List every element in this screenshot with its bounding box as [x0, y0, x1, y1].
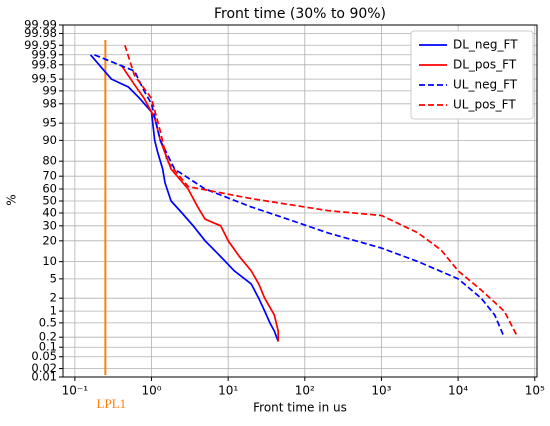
y-tick-label: 5: [50, 271, 57, 285]
series-line: [94, 54, 505, 338]
y-tick-label: 99.98: [24, 26, 57, 40]
y-tick-label: 70: [42, 169, 57, 183]
legend-label: UL_neg_FT: [453, 78, 518, 92]
y-tick-label: 10: [42, 254, 57, 268]
y-tick-label: 40: [42, 205, 57, 219]
y-tick-label: 30: [42, 218, 57, 232]
legend-label: DL_pos_FT: [453, 58, 517, 72]
series-line: [120, 64, 280, 342]
y-tick-label: 60: [42, 182, 57, 196]
series-line: [89, 54, 279, 342]
y-tick-label: 99.9: [31, 47, 57, 61]
plot-frame: [62, 24, 538, 378]
legend-label: DL_neg_FT: [453, 38, 518, 52]
y-tick-label: 0.1: [39, 340, 57, 354]
y-tick-label: 0.2: [39, 330, 57, 344]
x-tick-label: 10³: [371, 384, 391, 398]
y-tick-label: 95: [42, 116, 57, 130]
y-tick-label: 99.99: [24, 18, 57, 32]
x-tick-label: 10⁵: [525, 384, 545, 398]
y-tick-label: 98: [42, 96, 57, 110]
y-tick-label: 50: [42, 194, 57, 208]
y-tick-label: 80: [42, 154, 57, 168]
y-tick-label: 1: [50, 304, 57, 318]
series-line: [124, 45, 519, 338]
y-axis-label: %: [5, 194, 19, 205]
x-tick-label: 10¹: [218, 384, 238, 398]
y-tick-label: 99: [42, 83, 57, 97]
y-tick-label: 2: [50, 291, 57, 305]
y-tick-label: 0.5: [39, 315, 57, 329]
x-tick-label: 10²: [295, 384, 315, 398]
y-tick-label: 0.01: [31, 370, 57, 384]
y-tick-label: 0.05: [31, 349, 57, 363]
reference-label: LPL1: [97, 396, 127, 411]
chart-title: Front time (30% to 90%): [214, 6, 386, 22]
x-tick-label: 10⁴: [448, 384, 468, 398]
x-axis-label: Front time in us: [253, 401, 347, 415]
legend-box: [410, 30, 534, 120]
x-tick-label: 10⁻¹: [62, 384, 89, 398]
y-tick-label: 99.95: [24, 38, 57, 52]
legend-label: UL_pos_FT: [453, 98, 516, 112]
y-tick-label: 99.8: [31, 57, 57, 71]
y-tick-label: 90: [42, 133, 57, 147]
x-tick-label: 10⁰: [141, 384, 161, 398]
y-tick-label: 0.02: [31, 361, 57, 375]
y-tick-label: 99.5: [31, 72, 57, 86]
y-tick-label: 20: [42, 233, 57, 247]
